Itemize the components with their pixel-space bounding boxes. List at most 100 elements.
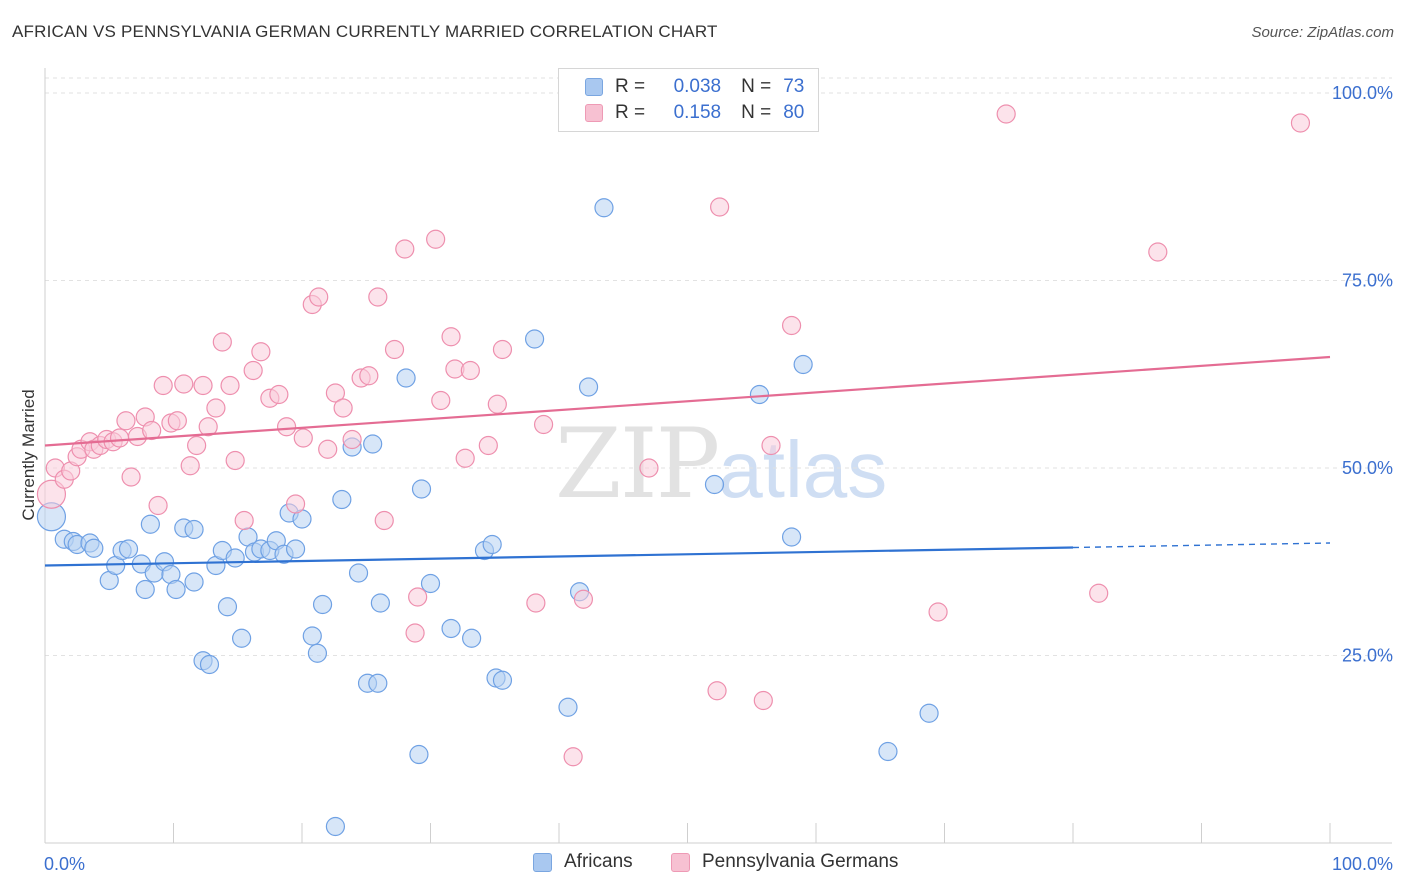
africans-point bbox=[878, 741, 898, 762]
pennsylvania-germans-point bbox=[384, 339, 405, 360]
pennsylvania-germans-point bbox=[753, 690, 773, 711]
pennsylvania-germans-point bbox=[573, 589, 594, 609]
n-label: N = bbox=[741, 76, 772, 97]
n-label: N = bbox=[741, 102, 772, 123]
pennsylvania-germans-point bbox=[639, 458, 659, 478]
africans-point bbox=[332, 489, 352, 510]
legend-row-pennsylvania-germans: R = 0.158 N = 80 bbox=[585, 100, 804, 126]
legend-label-africans: Africans bbox=[564, 851, 633, 872]
africans-point bbox=[184, 572, 204, 592]
pennsylvania-germans-point bbox=[460, 360, 480, 381]
pennsylvania-germans-point bbox=[174, 374, 194, 394]
africans-trend-extension bbox=[1072, 542, 1331, 549]
pennsylvania-germans-point bbox=[148, 495, 168, 516]
pennsylvania-germans-point bbox=[478, 435, 498, 456]
pennsylvania-germans-point bbox=[198, 417, 218, 437]
africans-point bbox=[781, 527, 802, 547]
africans-point bbox=[225, 548, 245, 568]
pennsylvania-germans-point bbox=[243, 360, 263, 381]
pennsylvania-germans-point bbox=[928, 602, 948, 622]
pennsylvania-germans-point bbox=[1290, 113, 1311, 133]
chart-title: AFRICAN VS PENNSYLVANIA GERMAN CURRENTLY… bbox=[12, 22, 718, 41]
africans-point bbox=[462, 628, 482, 648]
pennsylvania-germans-point bbox=[707, 681, 727, 701]
pennsylvania-germans-point bbox=[996, 104, 1016, 124]
pennsylvania-germans-point bbox=[309, 287, 329, 307]
legend-swatch-africans bbox=[533, 852, 552, 872]
africans-point bbox=[420, 573, 441, 594]
africans-point bbox=[285, 539, 306, 559]
pennsylvania-germans-point bbox=[251, 342, 271, 362]
africans-point bbox=[232, 628, 252, 648]
pennsylvania-germans-point bbox=[563, 747, 583, 767]
africans-point bbox=[84, 538, 104, 558]
watermark: ZIPatlas bbox=[555, 408, 887, 520]
pennsylvania-germans-point bbox=[167, 411, 187, 431]
pennsylvania-germans-point bbox=[426, 229, 446, 249]
africans-point bbox=[348, 563, 369, 583]
pennsylvania-germans-point bbox=[142, 420, 162, 441]
pennsylvania-germans-point bbox=[368, 287, 388, 307]
pennsylvania-germans-point bbox=[359, 366, 379, 386]
y-tick-label: 100.0% bbox=[1332, 83, 1393, 103]
n-value: 80 bbox=[783, 102, 805, 123]
pennsylvania-germans-point bbox=[276, 417, 297, 437]
r-label: R = bbox=[615, 102, 646, 123]
africans-point bbox=[312, 594, 333, 615]
pennsylvania-germans-point bbox=[116, 411, 136, 431]
africans-point bbox=[199, 654, 220, 675]
y-tick-label: 50.0% bbox=[1342, 458, 1393, 478]
africans-point bbox=[118, 539, 139, 559]
pennsylvania-germans-point bbox=[533, 414, 554, 435]
africans-point bbox=[166, 579, 186, 600]
legend-item-africans[interactable]: Africans bbox=[533, 851, 633, 873]
pennsylvania-germans-point bbox=[220, 375, 240, 396]
africans-point bbox=[558, 697, 578, 717]
africans-point bbox=[524, 329, 545, 349]
x-tick-label: 100.0% bbox=[1332, 854, 1393, 874]
pennsylvania-germans-point bbox=[455, 448, 475, 468]
legend-label-pennsylvania-germans: Pennsylvania Germans bbox=[702, 851, 899, 872]
africans-point bbox=[363, 434, 383, 454]
correlation-legend: R = 0.038 N = 73 R = 0.158 N = 80 bbox=[558, 68, 819, 132]
pennsylvania-germans-point bbox=[395, 239, 415, 259]
africans-trend-line bbox=[44, 546, 1074, 567]
pennsylvania-germans-point bbox=[121, 467, 141, 487]
pennsylvania-germans-point bbox=[285, 494, 306, 514]
pennsylvania-germans-point bbox=[153, 375, 173, 396]
africans-point bbox=[368, 673, 388, 693]
africans-point bbox=[919, 703, 939, 723]
pennsylvania-germans-point bbox=[212, 332, 232, 352]
pennsylvania-germans-point bbox=[492, 339, 513, 360]
y-tick-label: 75.0% bbox=[1342, 271, 1393, 291]
pennsylvania-germans-point bbox=[318, 439, 338, 459]
pennsylvania-germans-point bbox=[36, 479, 67, 509]
africans-point bbox=[184, 519, 204, 540]
africans-point bbox=[482, 534, 502, 555]
africans-point bbox=[578, 377, 599, 397]
legend-swatch-africans bbox=[585, 78, 603, 96]
africans-point bbox=[302, 626, 322, 646]
pennsylvania-germans-point bbox=[710, 197, 730, 217]
y-axis-title: Currently Married bbox=[19, 389, 38, 520]
pennsylvania-germans-point bbox=[441, 327, 461, 347]
africans-point bbox=[441, 618, 461, 639]
africans-point bbox=[307, 643, 328, 663]
legend-swatch-pennsylvania-germans bbox=[671, 852, 690, 872]
n-value: 73 bbox=[783, 76, 805, 97]
pennsylvania-germans-point bbox=[193, 375, 213, 396]
y-tick-label: 25.0% bbox=[1342, 646, 1393, 666]
legend-swatch-pennsylvania-germans bbox=[585, 104, 603, 122]
pennsylvania-germans-point bbox=[487, 394, 507, 414]
pennsylvania-germans-point bbox=[333, 398, 353, 418]
africans-point bbox=[492, 670, 513, 690]
pennsylvania-germans-point bbox=[1089, 583, 1109, 603]
legend-item-pennsylvania-germans[interactable]: Pennsylvania Germans bbox=[671, 851, 898, 873]
africans-point bbox=[217, 597, 238, 617]
r-value: 0.038 bbox=[673, 76, 722, 97]
legend-row-africans: R = 0.038 N = 73 bbox=[585, 74, 804, 100]
pennsylvania-germans-point bbox=[374, 510, 394, 531]
africans-point bbox=[135, 579, 155, 600]
pennsylvania-germans-point bbox=[180, 456, 200, 476]
